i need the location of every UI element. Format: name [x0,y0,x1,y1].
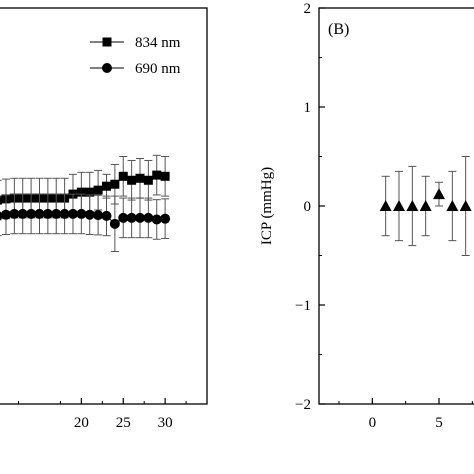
panel-a-series-1-point [51,208,62,219]
legend-690-label: 690 nm [135,61,181,77]
panel-a-series-0-point [76,187,86,197]
panel-a-x-tick-label: 20 [74,415,89,431]
panel-a-series-1-point [151,214,162,225]
panel-a-series-1-point [101,210,112,221]
panel-a-series-0-point [110,179,120,189]
panel-a-series-0-point [101,181,111,191]
panel-b-y-tick-label: −2 [295,397,311,413]
panel-a-series-1-point [134,212,145,223]
panel-a-series-1-point [17,208,28,219]
panel-a-series-0-point [135,173,145,183]
panel-a-series-0-point [118,171,128,181]
panel-a-x-tick-label: 25 [116,415,131,431]
panel-b-y-tick-label: 0 [304,199,312,215]
panel-a-series-0-point [0,195,3,205]
panel-b-axes: 0 5 −2 −1 0 1 2 [295,1,473,431]
panel-a-series-1-point [126,212,137,223]
panel-a-series-1-point [42,208,53,219]
panel-b-series-0-point [379,200,392,211]
panel-a-series-1-point [0,209,11,220]
panel-a-series-1-point [84,209,95,220]
panel-b-y-tick-label: 1 [304,100,312,116]
panel-a-series-1-point [59,208,70,219]
panel-a-series-1-point [9,208,20,219]
legend-834-label: 834 nm [135,35,181,51]
panel-a-series-1-point [34,208,45,219]
panel-b-series-0-point [459,200,472,211]
legend-834-marker [102,37,112,47]
panel-b-y-axis-title: ICP (mmHg) [259,167,275,245]
panel-a: 20 25 30 834 nm 690 nm [0,7,208,431]
panel-a-series-1-point [160,213,171,224]
panel-a-series-1-point [26,208,37,219]
panel-a-series-1-point [109,218,120,229]
panel-a-series-1-point [118,212,129,223]
panel-b-data [379,156,472,256]
panel-a-series-0-point [85,187,95,197]
panel-a-series-0-point [127,175,137,185]
panel-a-series-0-point [93,185,103,195]
legend-690-marker [102,63,112,73]
panel-b-series-0-point [446,200,459,211]
panel-a-series-1-point [76,208,87,219]
panel-b-series-0-point [406,200,419,211]
panel-a-series-1-point [67,208,78,219]
panel-b-series-0-point [419,200,432,211]
panel-b-y-tick-label: −1 [295,298,311,314]
panel-b: (B) ICP (mmHg) 0 5 −2 −1 0 1 2 [259,1,474,431]
panel-b-label: (B) [328,21,349,38]
panel-a-series-0-point [160,171,170,181]
panel-a-series-1-point [143,212,154,223]
panel-b-x-tick-label: 0 [369,415,377,431]
panel-b-x-tick-label: 5 [435,415,443,431]
panel-a-x-axis: 20 25 30 [18,398,187,431]
panel-b-series-0-point [393,200,405,211]
panel-b-series-0-point [433,188,445,200]
panel-a-series-0-point [143,175,153,185]
panel-b-y-tick-label: 2 [304,1,312,17]
legend: 834 nm 690 nm [90,35,181,77]
panel-a-x-tick-label: 30 [158,415,173,431]
panel-a-series-0-point [152,170,162,180]
panel-a-series-1-point [93,210,104,221]
panel-a-data [0,154,171,253]
